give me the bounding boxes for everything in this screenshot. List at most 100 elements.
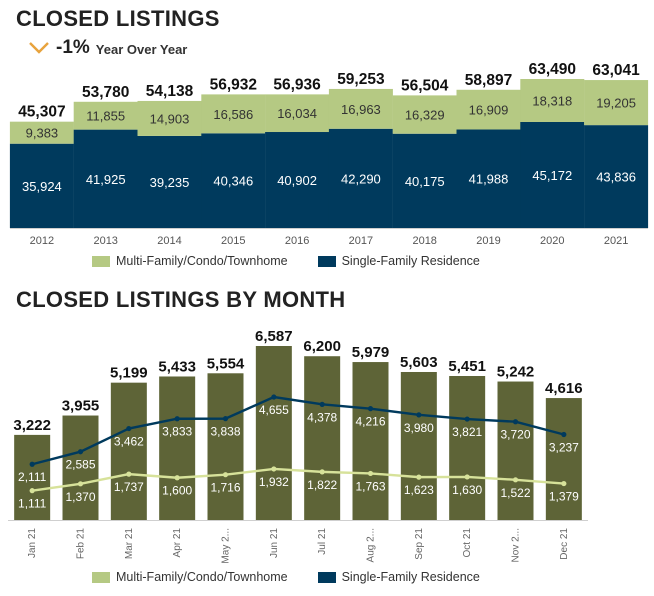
data-label-multi-family: 16,329 xyxy=(405,108,445,123)
data-label-month-total: 5,242 xyxy=(497,364,535,381)
data-label-single-family: 40,175 xyxy=(405,174,445,189)
bar-multi-family xyxy=(520,79,585,122)
bar-single-family xyxy=(328,128,393,228)
line-single-family-label: 3,237 xyxy=(549,440,579,454)
bar-month-total xyxy=(400,371,437,520)
data-label-multi-family: 16,963 xyxy=(341,102,381,117)
line-multi-family-point xyxy=(126,471,132,477)
line-multi-family-point xyxy=(174,475,180,481)
line-multi-family-point xyxy=(416,474,422,480)
data-label-total: 56,936 xyxy=(273,76,321,93)
line-single-family-label: 4,378 xyxy=(307,410,337,424)
legend-item-single-monthly[interactable]: Single-Family Residence xyxy=(317,570,480,584)
data-label-total: 45,307 xyxy=(18,104,65,121)
x-tick-label: Jul 21 xyxy=(317,528,328,555)
line-single-family-point xyxy=(174,416,180,422)
line-single-family-point xyxy=(416,412,422,418)
data-label-single-family: 41,925 xyxy=(86,172,126,187)
x-tick-label: Oct 21 xyxy=(462,528,473,558)
bar-single-family xyxy=(392,133,457,228)
legend-item-multi-monthly[interactable]: Multi-Family/Condo/Townhome xyxy=(92,570,288,584)
line-single-family-label: 2,585 xyxy=(65,458,95,472)
data-label-single-family: 43,836 xyxy=(596,170,636,185)
x-tick-label: Feb 21 xyxy=(76,528,87,560)
data-label-multi-family: 9,383 xyxy=(26,126,59,141)
data-label-single-family: 40,902 xyxy=(277,173,317,188)
line-single-family-point xyxy=(319,401,325,407)
legend-swatch-multi xyxy=(92,255,110,267)
bar-month-total xyxy=(304,356,341,520)
x-tick-label: Jan 21 xyxy=(27,528,38,558)
x-tick-label: 2018 xyxy=(412,235,436,247)
yoy-indicator: -1% Year Over Year xyxy=(28,37,187,59)
line-single-family-label: 3,838 xyxy=(210,425,240,439)
data-label-single-family: 42,290 xyxy=(341,171,381,186)
x-tick-label: Aug 2... xyxy=(366,528,377,562)
bar-multi-family xyxy=(456,89,521,130)
line-multi-family-label: 1,932 xyxy=(259,475,289,489)
x-tick-label: 2015 xyxy=(221,235,245,247)
legend-label-multi-monthly: Multi-Family/Condo/Townhome xyxy=(116,570,288,584)
data-label-total: 59,253 xyxy=(337,71,385,88)
data-label-total: 58,897 xyxy=(465,72,512,89)
legend-item-multi[interactable]: Multi-Family/Condo/Townhome xyxy=(92,254,288,268)
data-label-month-total: 6,200 xyxy=(303,338,341,355)
data-label-single-family: 39,235 xyxy=(150,175,190,190)
data-label-month-total: 4,616 xyxy=(545,380,583,397)
data-label-month-total: 3,222 xyxy=(13,417,51,434)
x-tick-label: Apr 21 xyxy=(172,528,183,558)
line-multi-family-point xyxy=(367,470,374,477)
data-label-month-total: 5,199 xyxy=(110,365,148,382)
legend-swatch-single-monthly xyxy=(317,571,336,583)
legend-swatch-single xyxy=(317,255,336,267)
x-tick-label: 2019 xyxy=(476,235,500,247)
line-single-family-label: 3,462 xyxy=(114,435,144,449)
chevron-down-icon xyxy=(29,42,49,54)
bar-multi-family xyxy=(9,121,74,144)
line-single-family-point xyxy=(271,394,277,400)
x-tick-label: May 2... xyxy=(221,528,232,564)
legend-item-single[interactable]: Single-Family Residence xyxy=(317,254,480,268)
line-single-family-label: 2,111 xyxy=(18,470,47,484)
line-multi-family-label: 1,716 xyxy=(210,481,240,495)
line-single-family-point xyxy=(222,416,229,422)
annual-chart-legend: Multi-Family/Condo/Townhome Single-Famil… xyxy=(92,254,480,268)
x-tick-label: Dec 21 xyxy=(559,528,570,560)
line-multi-family-label: 1,600 xyxy=(162,484,192,498)
data-label-single-family: 40,346 xyxy=(213,174,253,189)
chart-title-closed-listings-by-month: CLOSED LISTINGS BY MONTH xyxy=(16,287,346,312)
x-tick-label: Jun 21 xyxy=(269,528,280,558)
line-single-family-label: 4,655 xyxy=(259,403,289,417)
bar-single-family xyxy=(9,143,74,228)
data-label-month-total: 5,554 xyxy=(207,355,245,372)
bar-month-total xyxy=(497,381,534,520)
line-multi-family-label: 1,630 xyxy=(452,483,482,497)
bar-single-family xyxy=(265,132,330,228)
data-label-month-total: 5,603 xyxy=(400,354,438,371)
line-single-family-label: 4,216 xyxy=(355,415,385,429)
line-multi-family-point xyxy=(319,469,325,475)
line-single-family-point xyxy=(464,416,470,422)
bar-month-total xyxy=(449,376,486,520)
line-single-family xyxy=(31,395,565,466)
bar-month-total xyxy=(159,376,196,520)
bar-multi-family xyxy=(137,100,202,136)
bar-single-family xyxy=(584,125,649,228)
line-single-family-point xyxy=(512,419,519,425)
data-label-total: 56,504 xyxy=(401,77,449,94)
bar-single-family xyxy=(456,129,521,228)
data-label-total: 63,041 xyxy=(592,62,640,79)
monthly-chart-legend: Multi-Family/Condo/Townhome Single-Famil… xyxy=(92,570,480,584)
bar-multi-family xyxy=(584,80,649,126)
line-single-family-label: 3,833 xyxy=(162,425,192,439)
bar-month-total xyxy=(352,362,389,520)
legend-label-multi: Multi-Family/Condo/Townhome xyxy=(116,254,288,268)
line-multi-family-label: 1,763 xyxy=(355,479,385,493)
line-multi-family xyxy=(31,467,564,492)
bar-month-total xyxy=(62,415,99,520)
yoy-value: -1% xyxy=(56,37,90,58)
x-tick-label: 2014 xyxy=(157,235,181,247)
data-label-single-family: 41,988 xyxy=(469,172,509,187)
data-label-total: 63,490 xyxy=(529,61,576,78)
